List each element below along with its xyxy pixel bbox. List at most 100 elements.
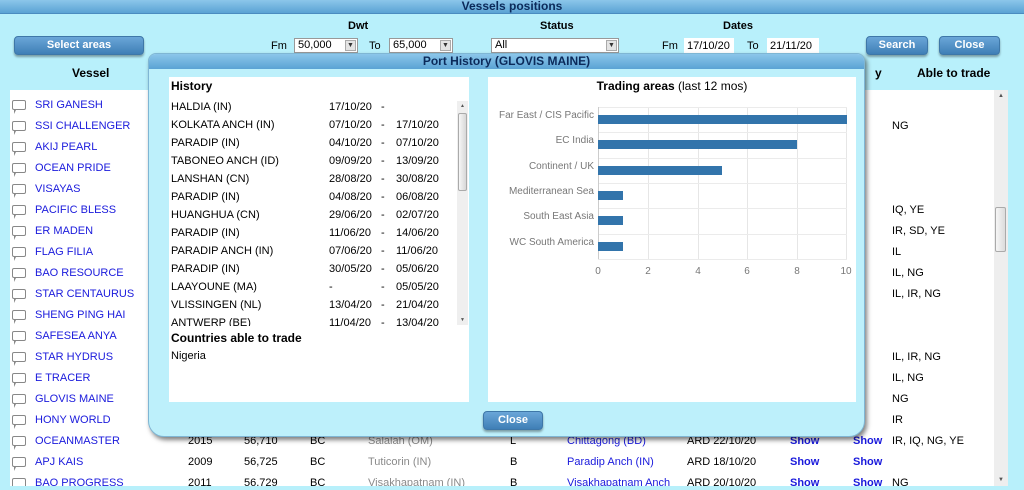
show-link[interactable]: Show: [790, 435, 820, 447]
status-cell: L: [510, 435, 517, 447]
show-link[interactable]: Show: [853, 435, 883, 447]
comment-icon[interactable]: [12, 121, 26, 135]
vessel-name-link[interactable]: OCEANMASTER: [35, 435, 120, 447]
status-select[interactable]: All ▼: [491, 38, 619, 53]
vessel-name-link[interactable]: SHENG PING HAI: [35, 309, 126, 321]
list-scrollbar[interactable]: ▲ ▼: [994, 90, 1008, 486]
vessel-name-link[interactable]: BAO PROGRESS: [35, 477, 124, 486]
table-row[interactable]: AKIJ PEARL: [10, 137, 980, 158]
select-areas-button[interactable]: Select areas: [14, 36, 144, 55]
show-link[interactable]: Show: [853, 477, 883, 486]
type-cell: BC: [310, 456, 326, 468]
comment-icon[interactable]: [12, 142, 26, 156]
table-row[interactable]: GLOVIS MAINE NG: [10, 389, 980, 410]
table-row[interactable]: ER MADEN IR, SD, YE: [10, 221, 980, 242]
table-row[interactable]: BAO PROGRESS 2011 56,729 BC Visakhapatna…: [10, 473, 980, 486]
table-row[interactable]: FLAG FILIA IL: [10, 242, 980, 263]
dates-to-input[interactable]: 21/11/20: [767, 38, 819, 54]
vessel-name-link[interactable]: STAR HYDRUS: [35, 351, 114, 363]
table-row[interactable]: OCEAN PRIDE: [10, 158, 980, 179]
comment-icon[interactable]: [12, 394, 26, 408]
vessel-name-link[interactable]: BAO RESOURCE: [35, 267, 124, 279]
table-row[interactable]: STAR HYDRUS IL, IR, NG: [10, 347, 980, 368]
comment-icon[interactable]: [12, 163, 26, 177]
vessel-name-link[interactable]: OCEAN PRIDE: [35, 162, 111, 174]
table-row[interactable]: BAO RESOURCE IL, NG: [10, 263, 980, 284]
chart-bar: [598, 140, 797, 149]
able-to-trade-cell: IL, NG: [892, 372, 924, 384]
history-row: PARADIP (IN) 11/06/20-14/06/20: [171, 227, 439, 239]
table-row[interactable]: OCEANMASTER 2015 56,710 BC Salalah (OM) …: [10, 431, 980, 452]
dates-from-input[interactable]: 17/10/20: [684, 38, 734, 54]
comment-icon[interactable]: [12, 184, 26, 198]
table-row[interactable]: SRI GANESH: [10, 95, 980, 116]
search-button[interactable]: Search: [866, 36, 928, 55]
next-port-link[interactable]: Chittagong (BD): [567, 435, 646, 447]
vessel-name-link[interactable]: GLOVIS MAINE: [35, 393, 114, 405]
comment-icon[interactable]: [12, 268, 26, 282]
scroll-up-arrow-icon[interactable]: ▲: [460, 103, 465, 109]
comment-icon[interactable]: [12, 478, 26, 486]
table-row[interactable]: SHENG PING HAI: [10, 305, 980, 326]
show-link[interactable]: Show: [790, 456, 820, 468]
table-row[interactable]: STAR CENTAURUS IL, IR, NG: [10, 284, 980, 305]
vessel-name-link[interactable]: SSI CHALLENGER: [35, 120, 131, 132]
next-port-link[interactable]: Visakhapatnam Anch: [567, 477, 671, 486]
scroll-up-arrow-icon[interactable]: ▲: [998, 93, 1004, 99]
vessel-name-link[interactable]: STAR CENTAURUS: [35, 288, 135, 300]
table-row[interactable]: E TRACER IL, NG: [10, 368, 980, 389]
comment-icon[interactable]: [12, 205, 26, 219]
vessel-name-link[interactable]: HONY WORLD: [35, 414, 111, 426]
countries-title: Countries able to trade: [171, 331, 302, 345]
comment-icon[interactable]: [12, 226, 26, 240]
comment-icon[interactable]: [12, 415, 26, 429]
chart-x-tick: 4: [695, 266, 701, 277]
next-port-link[interactable]: Paradip Anch (IN): [567, 456, 654, 468]
comment-icon[interactable]: [12, 331, 26, 345]
table-row[interactable]: HONY WORLD IR: [10, 410, 980, 431]
history-row: PARADIP (IN) 30/05/20-05/06/20: [171, 263, 439, 275]
dwt-to-label: To: [369, 40, 381, 52]
vessel-name-link[interactable]: E TRACER: [35, 372, 91, 384]
history-row: ANTWERP (BE) 11/04/20-13/04/20: [171, 317, 439, 326]
chart-bar: [598, 216, 623, 225]
comment-icon[interactable]: [12, 310, 26, 324]
comment-icon[interactable]: [12, 352, 26, 366]
scroll-down-arrow-icon[interactable]: ▼: [998, 477, 1004, 483]
comment-icon[interactable]: [12, 289, 26, 303]
dwt-to-select[interactable]: 65,000 ▼: [389, 38, 453, 53]
vessel-name-link[interactable]: AKIJ PEARL: [35, 141, 98, 153]
vessel-name-link[interactable]: VISAYAS: [35, 183, 81, 195]
history-scrollbar[interactable]: ▲ ▼: [457, 101, 468, 325]
vessel-name-link[interactable]: SRI GANESH: [35, 99, 103, 111]
show-link[interactable]: Show: [853, 456, 883, 468]
scrollbar-thumb[interactable]: [995, 207, 1006, 252]
table-row[interactable]: APJ KAIS 2009 56,725 BC Tuticorin (IN) B…: [10, 452, 980, 473]
vessel-name-link[interactable]: FLAG FILIA: [35, 246, 94, 258]
comment-icon[interactable]: [12, 100, 26, 114]
able-to-trade-cell: IL: [892, 246, 902, 258]
chevron-down-icon: ▼: [606, 40, 617, 51]
table-row[interactable]: SSI CHALLENGER NG: [10, 116, 980, 137]
comment-icon[interactable]: [12, 373, 26, 387]
close-button[interactable]: Close: [939, 36, 1000, 55]
vessel-name-link[interactable]: PACIFIC BLESS: [35, 204, 117, 216]
scroll-down-arrow-icon[interactable]: ▼: [460, 317, 465, 323]
table-row[interactable]: PACIFIC BLESS IQ, YE: [10, 200, 980, 221]
dates-from-label: Fm: [662, 40, 678, 52]
show-link[interactable]: Show: [790, 477, 820, 486]
vessel-name-link[interactable]: SAFESEA ANYA: [35, 330, 117, 342]
vessel-name-link[interactable]: APJ KAIS: [35, 456, 84, 468]
vessel-name-link[interactable]: ER MADEN: [35, 225, 94, 237]
comment-icon[interactable]: [12, 247, 26, 261]
table-row[interactable]: VISAYAS: [10, 179, 980, 200]
comment-icon[interactable]: [12, 457, 26, 471]
scrollbar-thumb[interactable]: [458, 113, 467, 191]
dwt-label: Dwt: [348, 20, 369, 32]
dwt-from-select[interactable]: 50,000 ▼: [294, 38, 358, 53]
able-to-trade-cell: IR, IQ, NG, YE: [892, 435, 964, 447]
last-port-cell: Salalah (OM): [368, 435, 433, 447]
table-row[interactable]: SAFESEA ANYA: [10, 326, 980, 347]
modal-close-button[interactable]: Close: [483, 411, 543, 430]
comment-icon[interactable]: [12, 436, 26, 450]
